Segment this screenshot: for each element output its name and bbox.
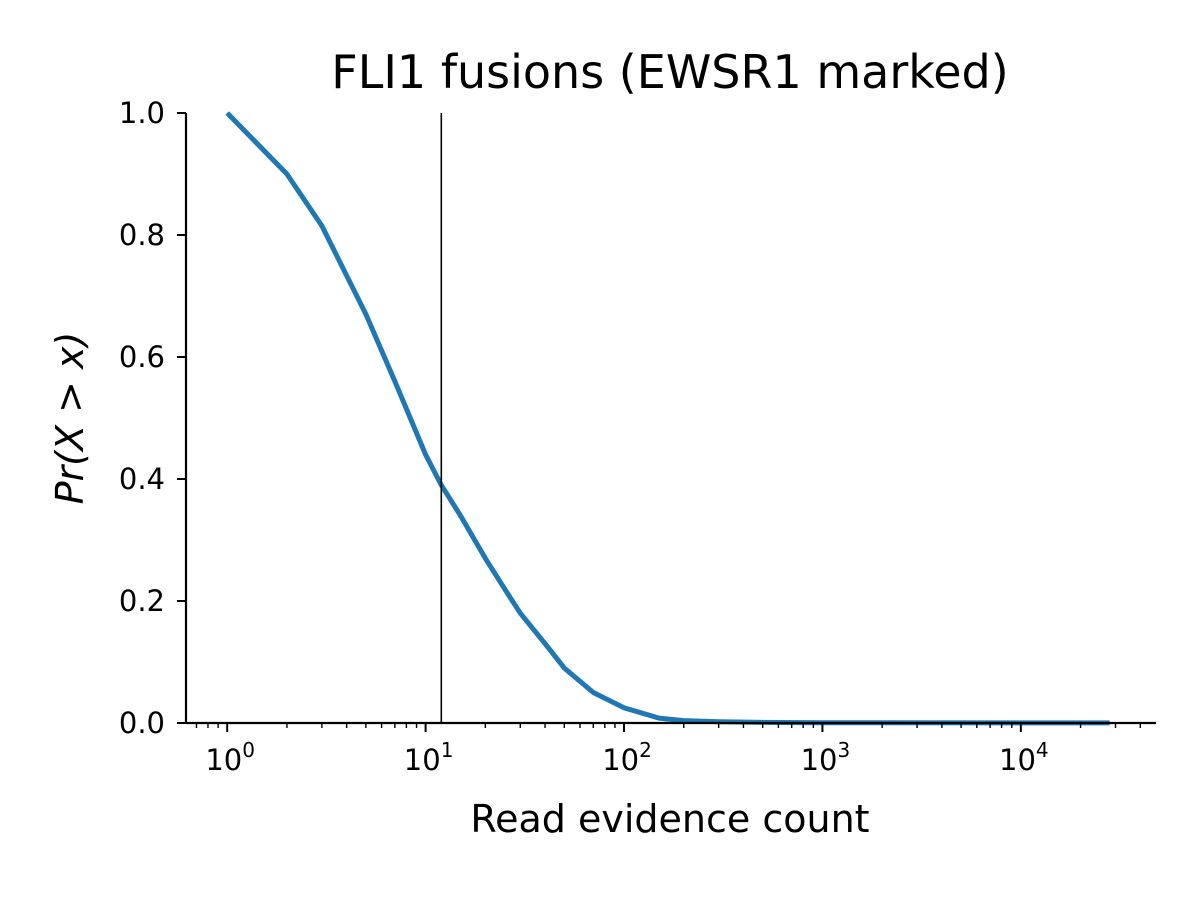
x-tick-label: 103 [801, 738, 851, 777]
y-tick-label: 0.4 [119, 462, 165, 496]
x-axis-label: Read evidence count [470, 797, 869, 841]
series-line-0 [225, 111, 1110, 726]
x-tick-label: 101 [404, 738, 454, 777]
y-tick-label: 0.6 [119, 340, 165, 374]
y-tick-label: 1.0 [119, 96, 165, 130]
y-tick-label: 0.8 [119, 218, 165, 252]
chart-title: FLI1 fusions (EWSR1 marked) [331, 45, 1008, 99]
y-axis-label: Pr(X > x) [48, 332, 92, 505]
x-tick-label: 104 [999, 738, 1049, 777]
x-tick-label: 102 [602, 738, 652, 777]
y-tick-label: 0.2 [119, 584, 165, 618]
x-tick-label: 100 [205, 738, 255, 777]
y-tick-label: 0.0 [119, 706, 165, 740]
plot-area: 0.0 0.2 0.4 0.6 0.8 1.0 100 101 102 103 104 [119, 96, 1156, 777]
y-axis-label-text: Pr(X > x) [48, 332, 92, 505]
